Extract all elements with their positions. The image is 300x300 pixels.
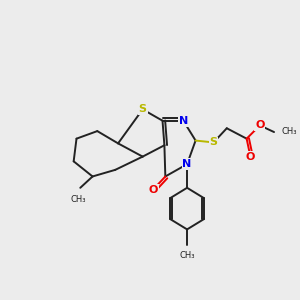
Text: S: S — [209, 137, 217, 147]
Text: S: S — [139, 104, 147, 114]
Text: CH₃: CH₃ — [282, 127, 297, 136]
Text: N: N — [182, 159, 192, 169]
Text: O: O — [255, 120, 265, 130]
Text: N: N — [179, 116, 188, 126]
Text: CH₃: CH₃ — [179, 251, 195, 260]
Text: O: O — [148, 185, 158, 195]
Text: O: O — [246, 152, 255, 162]
Text: CH₃: CH₃ — [70, 195, 86, 204]
